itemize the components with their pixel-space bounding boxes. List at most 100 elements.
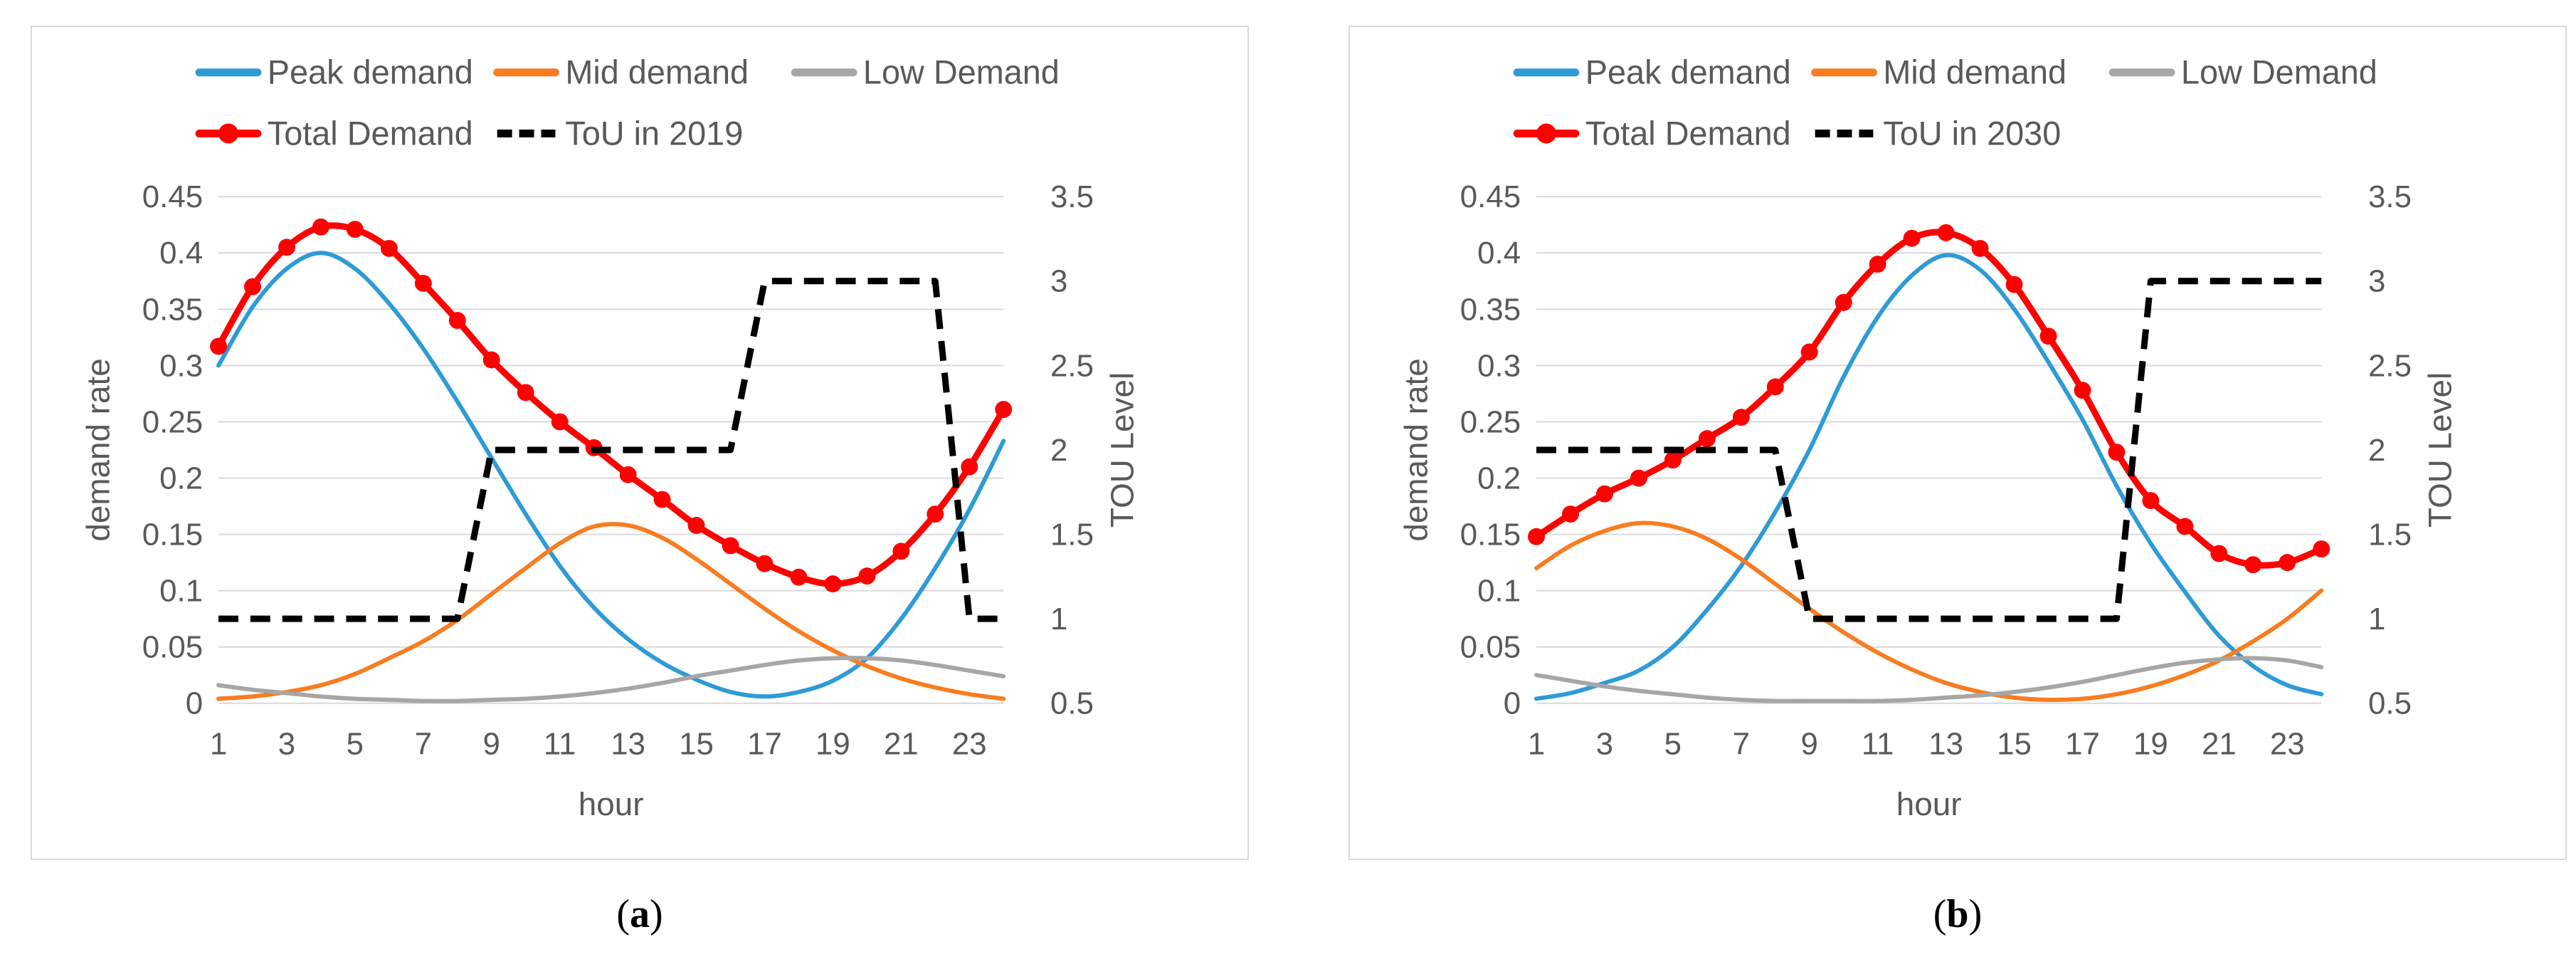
legend-item-tou-in-2030: ToU in 2030 bbox=[1815, 115, 2061, 152]
data-point-marker bbox=[1562, 505, 1579, 523]
y-right-tick-label: 3 bbox=[1050, 264, 1067, 299]
data-point-marker bbox=[1800, 343, 1818, 361]
y-axis-left: 0.45 0.4 0.35 0.3 0.25 0.2 0.15 0.1 0.05 0 demand … bbox=[80, 179, 204, 721]
data-point-marker bbox=[551, 413, 569, 431]
gridlines bbox=[218, 196, 1004, 704]
series-markers-total-demand bbox=[1528, 224, 2330, 574]
data-point-marker bbox=[380, 239, 398, 257]
chart-a-svg: 0.45 0.4 0.35 0.3 0.25 0.2 0.15 0.1 0.05 0 demand … bbox=[80, 54, 1141, 822]
legend-label: Mid demand bbox=[1883, 54, 2066, 91]
legend-item-peak-demand: Peak demand bbox=[1513, 54, 1791, 91]
data-point-marker bbox=[1903, 229, 1921, 247]
x-tick-label: 1 bbox=[1528, 727, 1545, 762]
series-line-mid-demand bbox=[1534, 520, 2324, 703]
y-right-tick-label: 2 bbox=[1050, 433, 1067, 468]
legend-item-peak-demand: Peak demand bbox=[195, 54, 473, 91]
data-point-marker bbox=[2313, 540, 2330, 558]
data-point-marker bbox=[790, 568, 808, 586]
y-right-tick-label: 3 bbox=[2368, 264, 2385, 299]
data-point-marker bbox=[756, 555, 774, 572]
legend-item-total-demand: Total Demand bbox=[195, 115, 473, 152]
y-axis-right: 3.5 3 2.5 2 1.5 1 0.5 TOU Level bbox=[2368, 179, 2459, 721]
caption-b: (b) bbox=[1348, 891, 2567, 937]
y-left-tick-label: 0.3 bbox=[1477, 348, 1521, 383]
data-point-marker bbox=[995, 401, 1013, 419]
y-right-tick-label: 2.5 bbox=[2368, 348, 2412, 383]
y-left-tick-label: 0.05 bbox=[1460, 630, 1521, 665]
chart-panel-a: 0.45 0.4 0.35 0.3 0.25 0.2 0.15 0.1 0.05 0 demand … bbox=[31, 26, 1249, 860]
legend-item-mid-demand: Mid demand bbox=[493, 54, 749, 91]
series-markers-total-demand bbox=[210, 218, 1013, 593]
data-point-marker bbox=[1937, 224, 1955, 241]
data-point-marker bbox=[1732, 409, 1750, 426]
y-left-tick-label: 0.15 bbox=[1460, 518, 1521, 552]
data-point-marker bbox=[927, 505, 944, 523]
data-point-marker bbox=[722, 537, 739, 555]
data-point-marker bbox=[448, 312, 466, 330]
x-tick-label: 5 bbox=[1664, 727, 1682, 762]
x-tick-label: 7 bbox=[415, 727, 432, 762]
legend-marker-dot bbox=[1536, 123, 1556, 144]
data-point-marker bbox=[1528, 528, 1545, 545]
x-tick-label: 5 bbox=[347, 727, 364, 762]
x-tick-label: 11 bbox=[544, 727, 576, 762]
data-point-marker bbox=[824, 575, 842, 593]
data-point-marker bbox=[2244, 556, 2262, 574]
y-left-tick-label: 0.15 bbox=[142, 518, 203, 552]
x-tick-label: 21 bbox=[2202, 727, 2237, 762]
y-right-tick-label: 1.5 bbox=[1050, 518, 1094, 552]
data-point-marker bbox=[2176, 518, 2194, 535]
legend-marker-dot bbox=[218, 123, 238, 144]
x-tick-label: 17 bbox=[2065, 727, 2100, 762]
caption-a-close: ) bbox=[650, 892, 663, 936]
y-left-tick-label: 0 bbox=[1504, 686, 1521, 721]
legend-label: Peak demand bbox=[1585, 54, 1791, 91]
x-axis-title: hour bbox=[579, 786, 644, 822]
data-point-marker bbox=[1596, 485, 1613, 503]
series-line-low-demand bbox=[216, 656, 1006, 703]
caption-b-letter: b bbox=[1946, 892, 1969, 936]
x-tick-label: 13 bbox=[1928, 727, 1963, 762]
data-point-marker bbox=[414, 275, 432, 292]
data-point-marker bbox=[210, 337, 227, 355]
data-point-marker bbox=[2142, 492, 2160, 510]
data-point-marker bbox=[2279, 554, 2296, 572]
legend: Peak demand Mid demand Low Demand Total Dem… bbox=[195, 54, 1060, 152]
y-left-tick-label: 0.35 bbox=[142, 292, 203, 327]
caption-a: (a) bbox=[31, 891, 1249, 937]
data-point-marker bbox=[517, 384, 534, 402]
x-tick-label: 21 bbox=[884, 727, 919, 762]
x-tick-label: 7 bbox=[1733, 727, 1750, 762]
legend-item-low-demand: Low Demand bbox=[2108, 54, 2377, 91]
y-right-tick-label: 3.5 bbox=[1050, 179, 1094, 214]
y-right-tick-label: 2.5 bbox=[1050, 348, 1094, 383]
x-tick-label: 17 bbox=[747, 727, 782, 762]
legend-label: ToU in 2030 bbox=[1883, 115, 2061, 152]
y-left-tick-label: 0.4 bbox=[1477, 236, 1521, 271]
y-left-tick-label: 0.25 bbox=[1460, 404, 1521, 439]
y-left-tick-label: 0.1 bbox=[1477, 574, 1521, 609]
series-group bbox=[1528, 224, 2330, 703]
data-point-marker bbox=[312, 218, 329, 236]
data-point-marker bbox=[1835, 293, 1852, 311]
data-point-marker bbox=[1698, 430, 1716, 448]
legend-item-tou-in-2019: ToU in 2019 bbox=[497, 115, 743, 152]
data-point-marker bbox=[1664, 451, 1682, 469]
y-left-tick-label: 0.05 bbox=[142, 630, 203, 665]
y-left-tick-label: 0.2 bbox=[159, 461, 203, 496]
x-axis-title: hour bbox=[1896, 786, 1962, 822]
caption-b-close: ) bbox=[1968, 892, 1983, 936]
data-point-marker bbox=[2210, 545, 2228, 562]
x-tick-label: 19 bbox=[815, 727, 850, 762]
chart-panel-b: 0.45 0.4 0.35 0.3 0.25 0.2 0.15 0.1 0.05 0 demand … bbox=[1348, 26, 2567, 860]
y-right-tick-label: 0.5 bbox=[1050, 686, 1094, 721]
x-tick-label: 9 bbox=[483, 727, 500, 762]
legend-item-total-demand: Total Demand bbox=[1513, 115, 1791, 152]
y-axis-left: 0.45 0.4 0.35 0.3 0.25 0.2 0.15 0.1 0.05 0 demand … bbox=[1398, 179, 1521, 721]
data-point-marker bbox=[1869, 256, 1886, 273]
y-left-tick-label: 0.3 bbox=[159, 348, 203, 383]
y-left-tick-label: 0 bbox=[186, 686, 203, 721]
y-right-tick-label: 1.5 bbox=[2368, 518, 2412, 552]
data-point-marker bbox=[2108, 444, 2126, 461]
